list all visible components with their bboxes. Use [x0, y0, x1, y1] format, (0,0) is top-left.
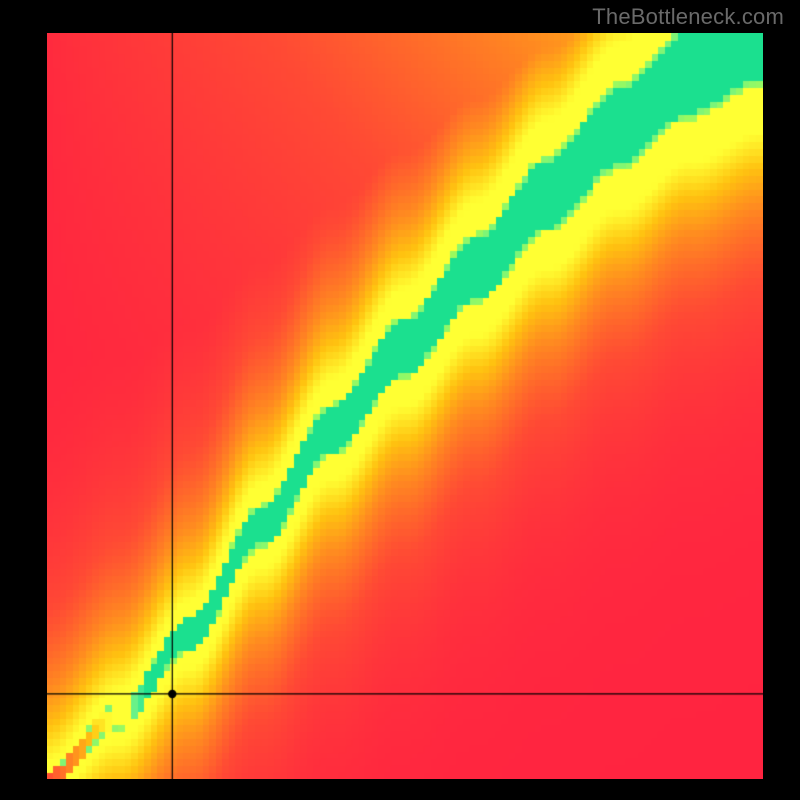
- watermark-text: TheBottleneck.com: [592, 4, 784, 30]
- bottleneck-heatmap: [47, 33, 763, 779]
